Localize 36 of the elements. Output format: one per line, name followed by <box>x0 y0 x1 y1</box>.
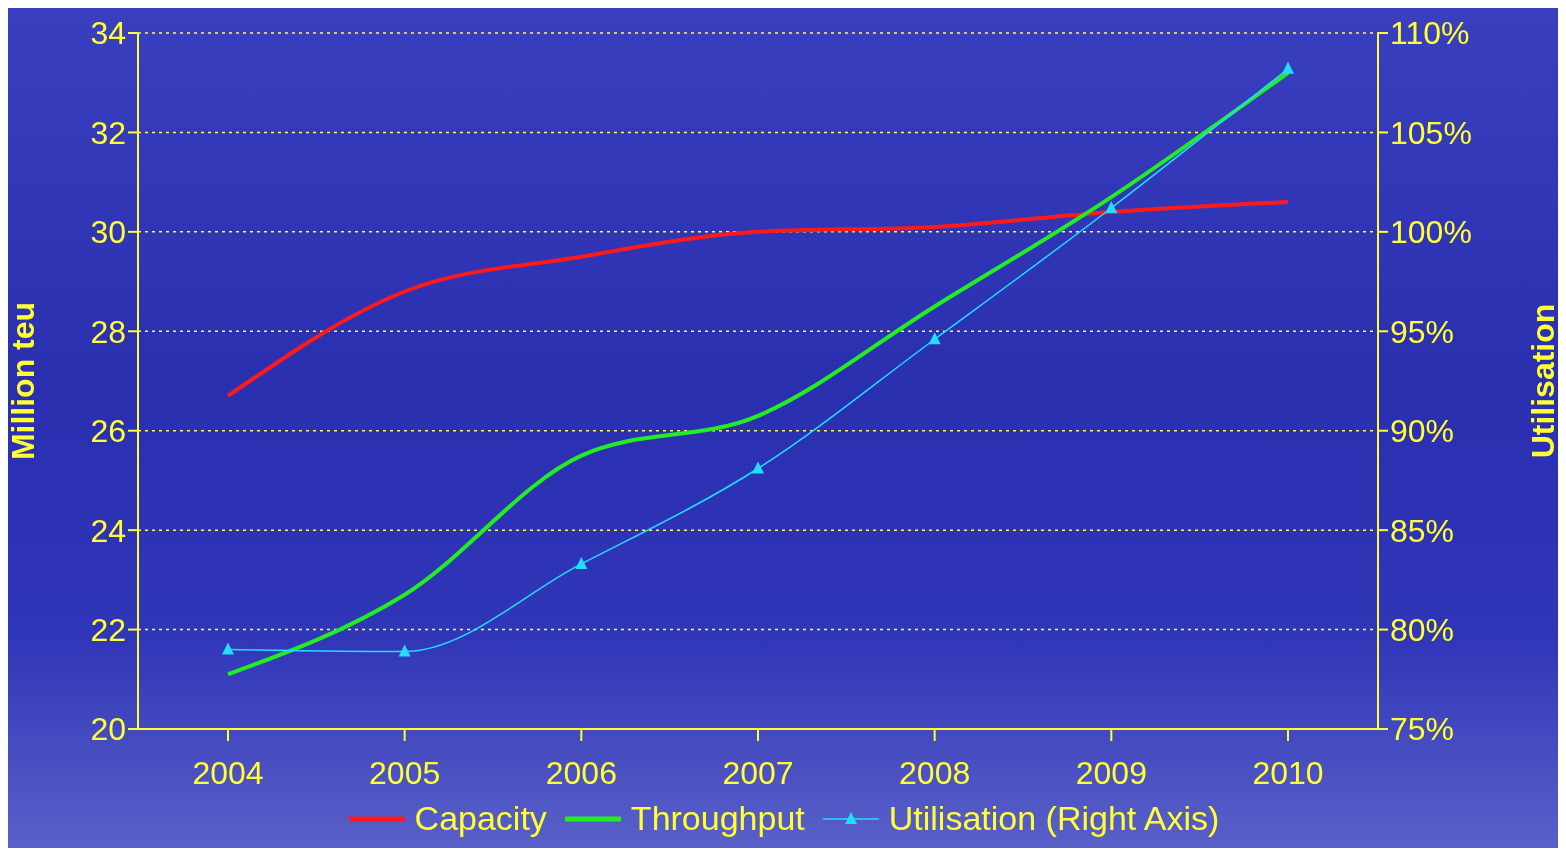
y-axis-title: Million teu <box>5 301 42 461</box>
y2-tick-label: 110% <box>1390 15 1470 52</box>
x-tick-label: 2008 <box>899 754 971 791</box>
y2-tick-label: 95% <box>1390 313 1455 350</box>
x-tick-label: 2007 <box>722 754 794 791</box>
x-tick-label: 2009 <box>1075 754 1147 791</box>
y2-tick-label: 100% <box>1390 214 1472 251</box>
legend-label: Throughput <box>629 799 805 838</box>
x-tick-label: 2010 <box>1252 754 1324 791</box>
y-tick-label: 34 <box>90 15 126 52</box>
y2-tick-label: 105% <box>1390 114 1472 151</box>
y2-tick-label: 90% <box>1390 413 1455 450</box>
point <box>575 556 588 569</box>
line-series <box>226 200 1290 398</box>
x-tick-label: 2006 <box>545 754 617 791</box>
y-tick-label: 20 <box>90 711 126 748</box>
y2-tick-label: 85% <box>1390 512 1455 549</box>
y-tick-label: 28 <box>90 313 126 350</box>
y-tick-label: 30 <box>90 214 126 251</box>
y-tick-label: 32 <box>90 114 126 151</box>
y2-tick-label: 75% <box>1390 711 1455 748</box>
y2-tick-label: 80% <box>1390 611 1455 648</box>
point <box>1105 200 1118 213</box>
x-tick-label: 2004 <box>192 754 264 791</box>
y2-axis-title: Utilisation <box>1525 303 1562 459</box>
point <box>752 461 764 474</box>
point <box>1282 61 1294 74</box>
point <box>398 644 411 657</box>
point <box>928 332 941 345</box>
point <box>222 642 234 655</box>
legend-label: Capacity <box>413 799 547 838</box>
x-tick-label: 2005 <box>369 754 441 791</box>
y-tick-label: 24 <box>90 512 126 549</box>
y-tick-label: 26 <box>90 413 126 450</box>
y-tick-label: 22 <box>90 611 126 648</box>
legend-label: Utilisation (Right Axis) <box>887 799 1220 838</box>
